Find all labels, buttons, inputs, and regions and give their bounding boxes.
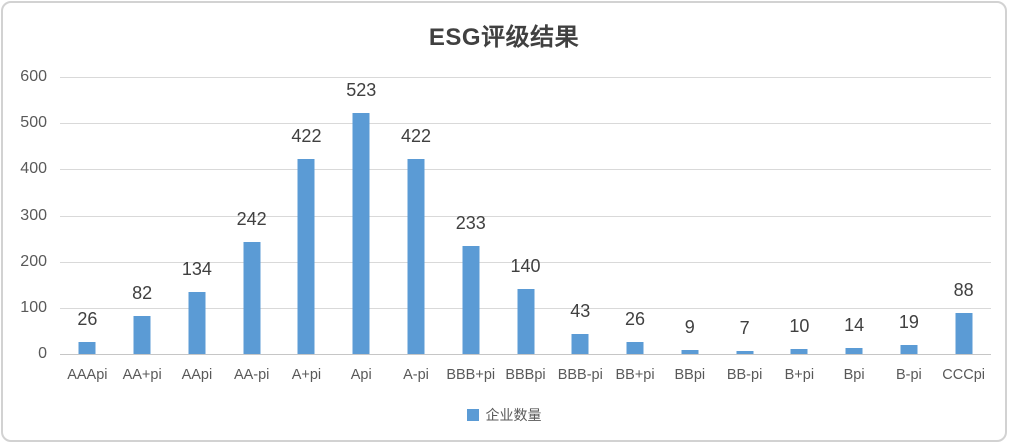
bar-B+pi <box>790 349 808 354</box>
bar-value-label: 523 <box>346 79 377 100</box>
x-axis-category-label: Bpi <box>843 367 865 383</box>
bar-value-label: 26 <box>77 309 98 329</box>
x-axis-category-label: BBB-pi <box>557 367 603 383</box>
x-axis-category-label: AA+pi <box>122 367 162 383</box>
x-axis-category-label: B+pi <box>784 367 815 383</box>
bar-value-label: 14 <box>844 314 865 335</box>
bar-slot: 26 AAApi <box>60 77 115 383</box>
bar-slot: 10 B+pi <box>772 77 827 383</box>
y-axis-tick-label: 500 <box>20 114 47 132</box>
bar-AApi <box>188 292 206 354</box>
bar-value-label: 242 <box>236 209 267 230</box>
y-axis-tick-label: 0 <box>38 345 47 362</box>
bar-value-label: 10 <box>789 316 810 337</box>
bar-value-label: 140 <box>510 256 541 277</box>
x-axis-category-label: A+pi <box>291 367 322 383</box>
y-axis-tick-label: 100 <box>20 298 47 316</box>
bar-slot: 9 BBpi <box>662 77 717 383</box>
bar-A+pi <box>297 159 315 354</box>
bar-value-label: 233 <box>455 213 486 234</box>
bar-BBBpi <box>517 289 534 354</box>
bar-A-pi <box>407 159 425 354</box>
x-axis-category-label: B-pi <box>895 367 922 383</box>
chart-title: ESG评级结果 <box>428 24 580 51</box>
bar-BB+pi <box>626 342 644 354</box>
bar-Bpi <box>845 347 863 354</box>
bar-slot: 43 BBB-pi <box>553 77 608 383</box>
bar-slot: 422 A+pi <box>279 77 334 383</box>
bar-slot: 88 CCCpi <box>936 77 991 383</box>
y-axis-tick-label: 200 <box>20 252 47 270</box>
bar-slot: 134 AApi <box>170 77 225 383</box>
legend-swatch-icon <box>466 409 479 421</box>
bar-slot: 7 BB-pi <box>717 77 772 383</box>
x-axis-category-label: AA-pi <box>233 367 270 383</box>
bar-BBpi <box>681 349 699 354</box>
bar-AA+pi <box>133 316 151 354</box>
bar-value-label: 26 <box>625 309 646 329</box>
x-axis-category-label: BBB+pi <box>446 367 496 383</box>
bar-value-label: 82 <box>132 283 153 304</box>
bar-value-label: 9 <box>684 316 695 337</box>
bar-BBB-pi <box>571 334 589 354</box>
x-axis-category-label: BB-pi <box>726 367 763 383</box>
bar-slot: 82 AA+pi <box>115 77 170 383</box>
x-axis-line <box>60 354 991 355</box>
gridline <box>60 261 991 263</box>
bar-slot: 140 BBBpi <box>498 77 553 383</box>
x-axis-category-label: A-pi <box>403 367 429 383</box>
bar-slot: 19 B-pi <box>881 77 936 383</box>
y-axis-tick-label: 600 <box>20 68 47 85</box>
bar-slot: 422 A-pi <box>389 77 444 383</box>
gridline <box>60 215 991 217</box>
bar-BBB+pi <box>462 246 480 354</box>
bar-value-label: 422 <box>291 126 322 147</box>
bars-row: 26 AAApi 82 AA+pi 134 AApi 242 AA-pi 422 A+pi 523 A… <box>60 77 991 383</box>
bar-BB-pi <box>736 350 754 354</box>
bar-slot: 233 BBB+pi <box>443 77 498 383</box>
bar-slot: 242 AA-pi <box>224 77 279 383</box>
bar-value-label: 422 <box>400 126 431 147</box>
legend-label: 企业数量 <box>485 407 542 423</box>
y-axis-tick-label: 300 <box>20 206 47 224</box>
bar-slot: 26 BB+pi <box>608 77 663 383</box>
bar-B-pi <box>900 345 918 354</box>
legend: 企业数量 <box>3 405 1005 425</box>
x-axis-category-label: CCCpi <box>942 367 985 383</box>
x-axis-category-label: BBpi <box>674 367 706 383</box>
gridline <box>60 169 991 171</box>
x-axis-category-label: Api <box>350 367 372 383</box>
bar-value-label: 43 <box>570 301 591 322</box>
x-axis-category-label: AAApi <box>67 367 108 383</box>
bar-value-label: 7 <box>739 317 750 338</box>
bar-AAApi <box>78 342 96 354</box>
bar-slot: 14 Bpi <box>827 77 882 383</box>
x-axis-category-label: BB+pi <box>615 367 655 383</box>
plot-area: 0 100 200 300 400 500 600 26 AAApi 82 AA+pi 134 AAp… <box>20 68 991 383</box>
y-axis-tick-label: 400 <box>20 160 47 178</box>
bar-CCCpi <box>955 313 973 354</box>
gridline <box>60 123 991 125</box>
bar-Api <box>352 112 370 354</box>
bar-value-label: 19 <box>898 312 919 333</box>
gridline <box>60 77 991 78</box>
bar-AA-pi <box>243 242 261 354</box>
x-axis-category-label: AApi <box>181 367 213 383</box>
x-axis-category-label: BBBpi <box>505 367 546 383</box>
bar-value-label: 88 <box>953 280 974 301</box>
bar-slot: 523 Api <box>334 77 389 383</box>
bar-value-label: 134 <box>181 259 212 280</box>
